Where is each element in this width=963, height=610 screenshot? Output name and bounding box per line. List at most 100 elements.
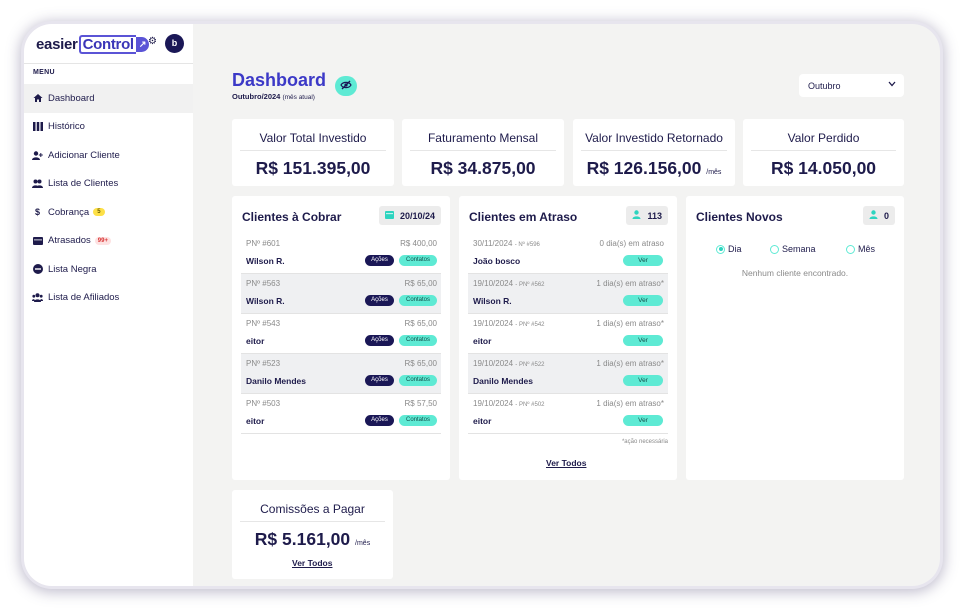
contacts-button[interactable]: Contatos (399, 415, 437, 426)
stat-card-comissoes: Comissões a Pagar R$ 5.161,00 /mês Ver T… (232, 490, 393, 579)
sidebar-item-label: Adicionar Cliente (48, 149, 120, 161)
stat-suffix: /mês (706, 169, 722, 176)
logo-text-control: Control (78, 34, 136, 54)
list-item: PNº #543 R$ 65,00 eitor Ações Contatos (241, 314, 441, 354)
view-button[interactable]: Ver (623, 375, 663, 386)
divider (410, 150, 556, 151)
divider (751, 150, 896, 151)
panel-title: Clientes em Atraso (469, 210, 578, 224)
client-name: Danilo Mendes (246, 376, 306, 386)
panel-clientes-novos: Clientes Novos 0 Dia Semana Mês Nenhum c… (686, 196, 904, 480)
list-item: 19/10/2024 - PNº #562 1 dia(s) em atraso… (468, 274, 668, 314)
sidebar-item-lista-negra[interactable]: Lista Negra (24, 255, 193, 284)
client-name: eitor (473, 416, 492, 426)
cobranca-badge: 5 (93, 208, 105, 217)
month-select[interactable]: Outubro (799, 74, 904, 97)
actions-button[interactable]: Ações (365, 415, 394, 426)
sidebar-item-label: Dashboard (48, 92, 95, 104)
overdue-count-chip[interactable]: 113 (626, 206, 668, 225)
view-button[interactable]: Ver (623, 335, 663, 346)
amount: R$ 400,00 (400, 239, 437, 248)
current-period-note: (mês atual) (282, 94, 315, 101)
atrasados-badge: 99+ (94, 236, 111, 245)
amount: R$ 57,50 (404, 399, 437, 408)
overdue-status: 1 dia(s) em atraso* (596, 279, 664, 288)
view-button[interactable]: Ver (623, 295, 663, 306)
sidebar-item-label: Atrasados (48, 235, 91, 247)
stat-value: R$ 151.395,00 (255, 158, 371, 178)
filter-mes[interactable]: Mês (846, 244, 875, 254)
radio[interactable] (770, 244, 779, 254)
overdue-status: 0 dia(s) em atraso (599, 239, 664, 248)
sidebar-item-atrasados[interactable]: Atrasados 99+ (24, 227, 193, 256)
due-date-chip[interactable]: 20/10/24 (378, 206, 441, 225)
radio[interactable] (846, 244, 855, 254)
logo-mark: ↗ (135, 36, 150, 52)
stat-value: R$ 126.156,00 /mês (586, 158, 722, 178)
view-button[interactable]: Ver (623, 415, 663, 426)
sidebar-nav: Dashboard Histórico Adicionar Cliente Li… (24, 84, 193, 312)
overdue-date: 30/11/2024 - Nº #596 (473, 239, 540, 248)
sidebar-item-dashboard[interactable]: Dashboard (24, 84, 193, 113)
stat-title: Valor Investido Retornado (585, 131, 723, 145)
columns-icon (32, 121, 43, 132)
sidebar-item-lista-clientes[interactable]: Lista de Clientes (24, 170, 193, 199)
logo-text-easier: easier (36, 35, 78, 53)
panel-clientes-a-cobrar: Clientes à Cobrar 20/10/24 PNº #601 R$ 4… (232, 196, 450, 480)
overdue-date: 19/10/2024 - PNº #502 (473, 399, 545, 408)
user-plus-icon (32, 150, 43, 161)
calendar-icon (32, 235, 43, 246)
block-icon (32, 264, 43, 275)
filter-dia[interactable]: Dia (716, 244, 742, 254)
settings-icon[interactable]: ⚙ (148, 36, 157, 47)
stat-value: R$ 14.050,00 (770, 158, 877, 178)
actions-button[interactable]: Ações (365, 255, 394, 266)
list-item: 30/11/2024 - Nº #596 0 dia(s) em atraso … (468, 234, 668, 274)
overdue-status: 1 dia(s) em atraso* (596, 359, 664, 368)
panel-title: Clientes Novos (696, 210, 783, 224)
contract-number: PNº #523 (246, 359, 281, 368)
actions-button[interactable]: Ações (365, 295, 394, 306)
stat-title: Valor Perdido (787, 131, 860, 145)
sidebar-item-label: Lista Negra (48, 263, 97, 275)
sidebar: easier Control ↗ ⚙ b MENU Dashboard Hist… (24, 24, 193, 586)
divider (24, 63, 193, 64)
contacts-button[interactable]: Contatos (399, 375, 437, 386)
divider (240, 521, 385, 522)
divider (240, 150, 386, 151)
contacts-button[interactable]: Contatos (399, 335, 437, 346)
actions-button[interactable]: Ações (365, 335, 394, 346)
stat-card-faturamento-mensal: Faturamento Mensal R$ 34.875,00 (402, 119, 564, 186)
sidebar-item-historico[interactable]: Histórico (24, 113, 193, 142)
new-clients-count-chip[interactable]: 0 (862, 206, 895, 225)
filter-semana[interactable]: Semana (770, 244, 816, 254)
client-name: Wilson R. (246, 256, 285, 266)
eye-off-icon (340, 77, 352, 95)
due-date: 20/10/24 (399, 210, 435, 221)
home-icon (32, 93, 43, 104)
actions-button[interactable]: Ações (365, 375, 394, 386)
contacts-button[interactable]: Contatos (399, 295, 437, 306)
panel-clientes-em-atraso: Clientes em Atraso 113 30/11/2024 - Nº #… (459, 196, 677, 480)
logo[interactable]: easier Control ↗ (36, 33, 150, 55)
list-item: PNº #601 R$ 400,00 Wilson R. Ações Conta… (241, 234, 441, 274)
list-item: PNº #563 R$ 65,00 Wilson R. Ações Contat… (241, 274, 441, 314)
filter-label: Mês (858, 244, 876, 254)
hide-values-button[interactable] (335, 76, 357, 96)
radio-selected[interactable] (716, 244, 725, 254)
sidebar-item-lista-afiliados[interactable]: Lista de Afiliados (24, 284, 193, 313)
client-name: Danilo Mendes (473, 376, 533, 386)
sidebar-item-cobranca[interactable]: $ Cobrança 5 (24, 198, 193, 227)
avatar[interactable]: b (165, 34, 184, 53)
empty-state: Nenhum cliente encontrado. (741, 268, 849, 278)
view-button[interactable]: Ver (623, 255, 663, 266)
contacts-button[interactable]: Contatos (399, 255, 437, 266)
see-all-commissions-link[interactable]: Ver Todos (292, 558, 333, 568)
see-all-overdue-link[interactable]: Ver Todos (546, 458, 587, 468)
client-name: Wilson R. (246, 296, 285, 306)
action-note: *ação necessária (621, 439, 668, 445)
contract-number: PNº #543 (246, 319, 281, 328)
stat-title: Faturamento Mensal (427, 131, 539, 145)
sidebar-item-adicionar-cliente[interactable]: Adicionar Cliente (24, 141, 193, 170)
stat-value: R$ 34.875,00 (430, 158, 536, 178)
